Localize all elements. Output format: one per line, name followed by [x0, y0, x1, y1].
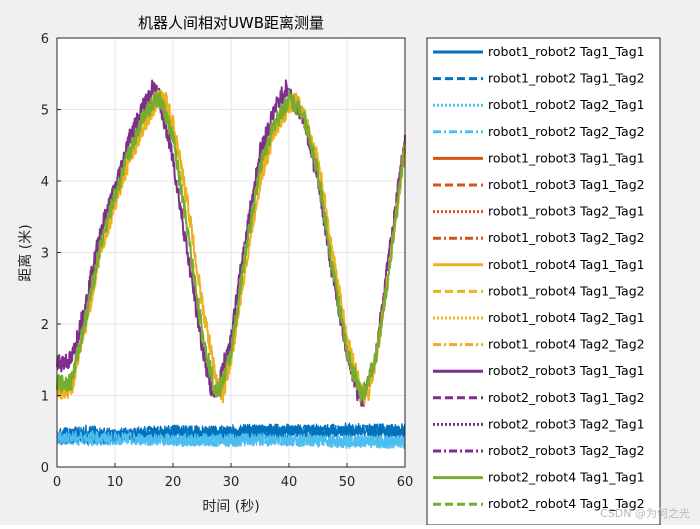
chart-title: 机器人间相对UWB距离测量 [138, 14, 324, 32]
legend-label: robot2_robot3 Tag1_Tag1 [488, 363, 645, 378]
legend-label: robot1_robot2 Tag1_Tag2 [488, 71, 645, 86]
y-tick-label: 2 [41, 318, 49, 333]
y-tick-label: 6 [41, 32, 49, 47]
x-tick-label: 50 [339, 475, 356, 490]
legend-label: robot1_robot4 Tag2_Tag1 [488, 310, 645, 325]
series-line [56, 431, 406, 449]
legend-label: robot1_robot3 Tag1_Tag2 [488, 177, 645, 192]
legend-label: robot2_robot4 Tag1_Tag2 [488, 496, 645, 511]
x-tick-label: 20 [165, 475, 182, 490]
series-line [56, 89, 406, 403]
legend-label: robot1_robot2 Tag2_Tag1 [488, 97, 645, 112]
legend-label: robot1_robot3 Tag2_Tag2 [488, 230, 645, 245]
x-tick-label: 10 [107, 475, 124, 490]
x-axis-label: 时间 (秒) [202, 499, 259, 515]
x-tick-label: 30 [223, 475, 240, 490]
legend-label: robot1_robot3 Tag2_Tag1 [488, 204, 645, 219]
legend-box [426, 37, 661, 526]
y-tick-label: 3 [41, 247, 49, 262]
series-line [56, 430, 406, 449]
legend-label: robot1_robot4 Tag2_Tag2 [488, 337, 645, 352]
x-axis-ticks: 0 10 20 30 40 50 60 [53, 463, 413, 490]
y-axis-label: 距离 (米) [17, 224, 34, 281]
x-tick-label: 60 [397, 475, 414, 490]
legend-label: robot1_robot2 Tag1_Tag1 [488, 44, 645, 59]
y-tick-label: 4 [41, 175, 49, 190]
legend-label: robot1_robot4 Tag1_Tag1 [488, 257, 645, 272]
legend-label: robot2_robot3 Tag2_Tag1 [488, 416, 645, 431]
y-axis-ticks: 0 1 2 3 4 5 6 [41, 32, 61, 476]
legend-label: robot2_robot3 Tag1_Tag2 [488, 390, 645, 405]
x-tick-label: 0 [53, 475, 61, 490]
watermark: CSDN @为何之光 [600, 506, 690, 520]
legend: robot1_robot2 Tag1_Tag1 robot1_robot2 Tag… [426, 37, 661, 526]
legend-label: robot1_robot3 Tag1_Tag1 [488, 150, 645, 165]
legend-items: robot1_robot2 Tag1_Tag1 robot1_robot2 Tag… [433, 44, 645, 511]
y-tick-label: 0 [41, 461, 49, 476]
legend-label: robot1_robot2 Tag2_Tag2 [488, 124, 645, 139]
series-layer [56, 79, 406, 449]
y-tick-label: 1 [41, 390, 49, 405]
y-tick-label: 5 [41, 104, 49, 119]
x-tick-label: 40 [281, 475, 298, 490]
legend-label: robot1_robot4 Tag1_Tag2 [488, 283, 645, 298]
legend-label: robot2_robot4 Tag1_Tag1 [488, 470, 645, 485]
legend-label: robot2_robot3 Tag2_Tag2 [488, 443, 645, 458]
